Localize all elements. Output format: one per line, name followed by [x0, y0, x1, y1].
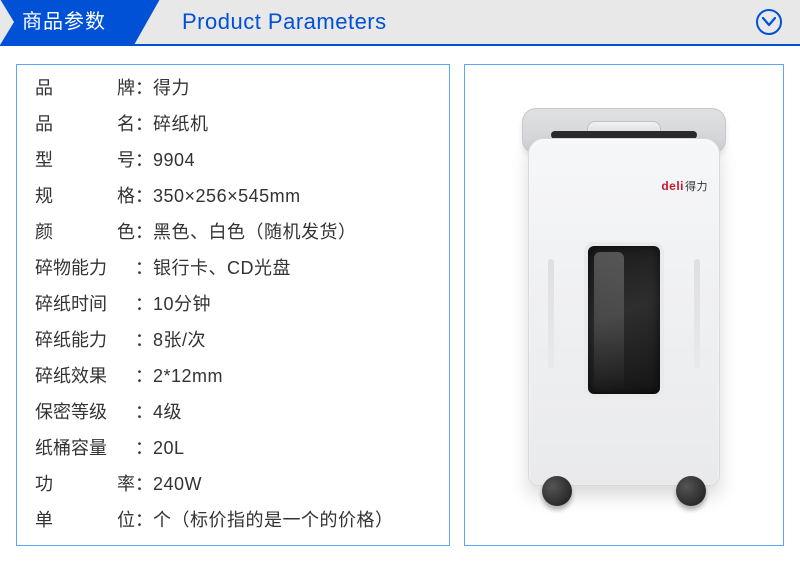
spec-value: 个（标价指的是一个的价格） [153, 511, 437, 529]
spec-value: 10分钟 [153, 295, 437, 313]
spec-value: 350×256×545mm [153, 187, 437, 205]
spec-value: 4级 [153, 403, 437, 421]
spec-row: 碎纸时间：10分钟 [35, 295, 437, 313]
section-header: 商品参数 Product Parameters [0, 0, 800, 46]
spec-row: 碎纸能力：8张/次 [35, 331, 437, 349]
spec-value: 得力 [153, 79, 437, 97]
spec-colon: ： [135, 403, 153, 421]
product-brand-logo: deli得力 [661, 178, 708, 194]
spec-value: 9904 [153, 151, 437, 169]
spec-row: 品牌：得力 [35, 79, 437, 97]
spec-row: 碎物能力：银行卡、CD光盘 [35, 259, 437, 277]
spec-label: 碎纸效果 [35, 367, 135, 385]
chevron-down-icon[interactable] [756, 9, 782, 35]
spec-label: 颜色 [35, 223, 135, 241]
spec-value: 银行卡、CD光盘 [153, 259, 437, 277]
spec-row: 品名：碎纸机 [35, 115, 437, 133]
spec-row: 规格：350×256×545mm [35, 187, 437, 205]
spec-row: 功率：240W [35, 475, 437, 493]
spec-colon: ： [135, 475, 153, 493]
spec-row: 碎纸效果：2*12mm [35, 367, 437, 385]
spec-value: 碎纸机 [153, 115, 437, 133]
spec-label: 碎纸时间 [35, 295, 135, 313]
tab-decor-left [0, 0, 14, 45]
spec-label: 型号 [35, 151, 135, 169]
shredder-window [584, 242, 664, 398]
spec-row: 保密等级：4级 [35, 403, 437, 421]
spec-label: 规格 [35, 187, 135, 205]
section-title-en: Product Parameters [182, 9, 387, 35]
spec-value: 黑色、白色（随机发货） [153, 223, 437, 241]
spec-colon: ： [135, 331, 153, 349]
spec-label: 品牌 [35, 79, 135, 97]
spec-label: 品名 [35, 115, 135, 133]
spec-label: 纸桶容量 [35, 439, 135, 457]
product-image-panel: deli得力 [464, 64, 784, 546]
spec-colon: ： [135, 115, 153, 133]
spec-colon: ： [135, 511, 153, 529]
spec-colon: ： [135, 439, 153, 457]
caster-wheel [542, 476, 572, 506]
spec-colon: ： [135, 367, 153, 385]
product-illustration: deli得力 [514, 100, 734, 510]
spec-colon: ： [135, 223, 153, 241]
spec-label: 碎纸能力 [35, 331, 135, 349]
spec-label: 功率 [35, 475, 135, 493]
spec-row: 纸桶容量：20L [35, 439, 437, 457]
content-area: 品牌：得力品名：碎纸机型号：9904规格：350×256×545mm颜色：黑色、… [0, 46, 800, 562]
spec-colon: ： [135, 187, 153, 205]
spec-value: 8张/次 [153, 331, 437, 349]
section-tab: 商品参数 [0, 0, 160, 44]
spec-table: 品牌：得力品名：碎纸机型号：9904规格：350×256×545mm颜色：黑色、… [16, 64, 450, 546]
caster-wheel [676, 476, 706, 506]
spec-label: 保密等级 [35, 403, 135, 421]
spec-colon: ： [135, 151, 153, 169]
spec-colon: ： [135, 295, 153, 313]
spec-row: 单位：个（标价指的是一个的价格） [35, 511, 437, 529]
spec-row: 型号：9904 [35, 151, 437, 169]
section-title-zh: 商品参数 [14, 0, 134, 45]
spec-value: 2*12mm [153, 367, 437, 385]
spec-row: 颜色：黑色、白色（随机发货） [35, 223, 437, 241]
spec-value: 20L [153, 439, 437, 457]
tab-decor-right [134, 0, 160, 45]
spec-colon: ： [135, 79, 153, 97]
spec-colon: ： [135, 259, 153, 277]
spec-label: 单位 [35, 511, 135, 529]
spec-value: 240W [153, 475, 437, 493]
spec-label: 碎物能力 [35, 259, 135, 277]
